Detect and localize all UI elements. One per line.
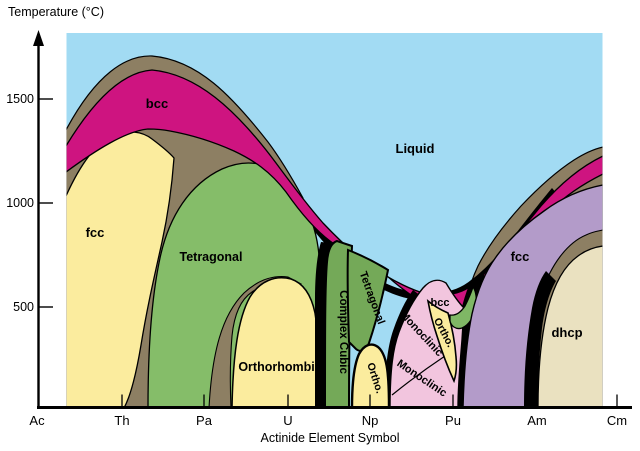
y-axis-title: Temperature (°C) <box>8 5 104 19</box>
region-dhcp-cm <box>537 245 603 408</box>
x-tick-np: Np <box>362 413 379 428</box>
x-tick-th: Th <box>114 413 129 428</box>
region-tetragonal-np <box>346 248 390 352</box>
boundary-strip-am-cm <box>524 271 556 408</box>
x-axis-title: Actinide Element Symbol <box>261 431 400 445</box>
label-tetragonal-pa: Tetragonal <box>180 250 243 264</box>
axes <box>33 30 632 409</box>
y-axis-ticks <box>38 98 53 308</box>
label-bcc-pu: bcc <box>431 297 450 309</box>
label-fcc-am: fcc <box>511 249 530 264</box>
label-fcc-th: fcc <box>86 225 105 240</box>
y-tick-1500: 1500 <box>6 92 34 106</box>
monoclinic-divider-line <box>391 355 446 396</box>
x-axis-ticks <box>121 394 618 407</box>
label-orthorhombic-u: Orthorhombic <box>238 360 321 374</box>
label-bcc: bcc <box>146 96 168 111</box>
y-tick-500: 500 <box>13 300 34 314</box>
x-tick-am: Am <box>527 413 547 428</box>
plot-regions <box>66 33 603 408</box>
x-tick-cm: Cm <box>607 413 627 428</box>
x-tick-pa: Pa <box>196 413 213 428</box>
x-tick-pu: Pu <box>445 413 461 428</box>
region-ortho-pu <box>426 298 458 384</box>
y-tick-1000: 1000 <box>6 196 34 210</box>
region-ortho-np <box>350 343 391 408</box>
label-liquid: Liquid <box>396 141 435 156</box>
axis-text: Temperature (°C) 1500 1000 500 Ac Th Pa … <box>6 5 627 445</box>
label-dhcp-cm: dhcp <box>551 325 582 340</box>
x-tick-ac: Ac <box>29 413 45 428</box>
y-axis-arrow-icon <box>33 30 44 46</box>
label-complex-cubic-np: Complex Cubic <box>337 290 349 374</box>
x-tick-u: U <box>283 413 292 428</box>
